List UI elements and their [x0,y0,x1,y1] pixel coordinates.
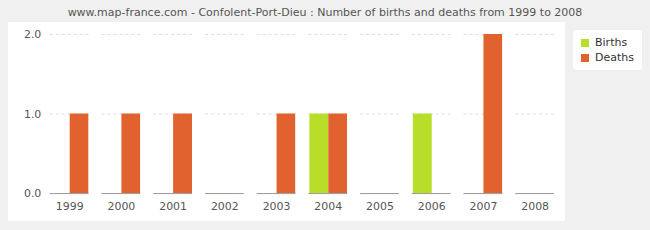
svg-text:2008: 2008 [521,200,549,213]
svg-text:2.0: 2.0 [24,28,41,41]
html-text:www.map-france.com - Confolent: www.map-france.com - Confolent-Port-Dieu… [67,6,583,19]
svg-text:2000: 2000 [107,200,135,213]
html-text:Births: Births [595,36,628,49]
svg-text:2004: 2004 [314,200,342,213]
svg-text:1999: 1999 [56,200,84,213]
svg-text:0.0: 0.0 [24,187,41,200]
html-text:Deaths: Deaths [595,51,634,64]
svg-text:2002: 2002 [211,200,239,213]
svg-text:2006: 2006 [418,200,446,213]
svg-text:2001: 2001 [159,200,187,213]
svg-text:1.0: 1.0 [24,108,41,121]
svg-text:2005: 2005 [366,200,394,213]
svg-text:2007: 2007 [470,200,498,213]
svg-text:2003: 2003 [263,200,291,213]
